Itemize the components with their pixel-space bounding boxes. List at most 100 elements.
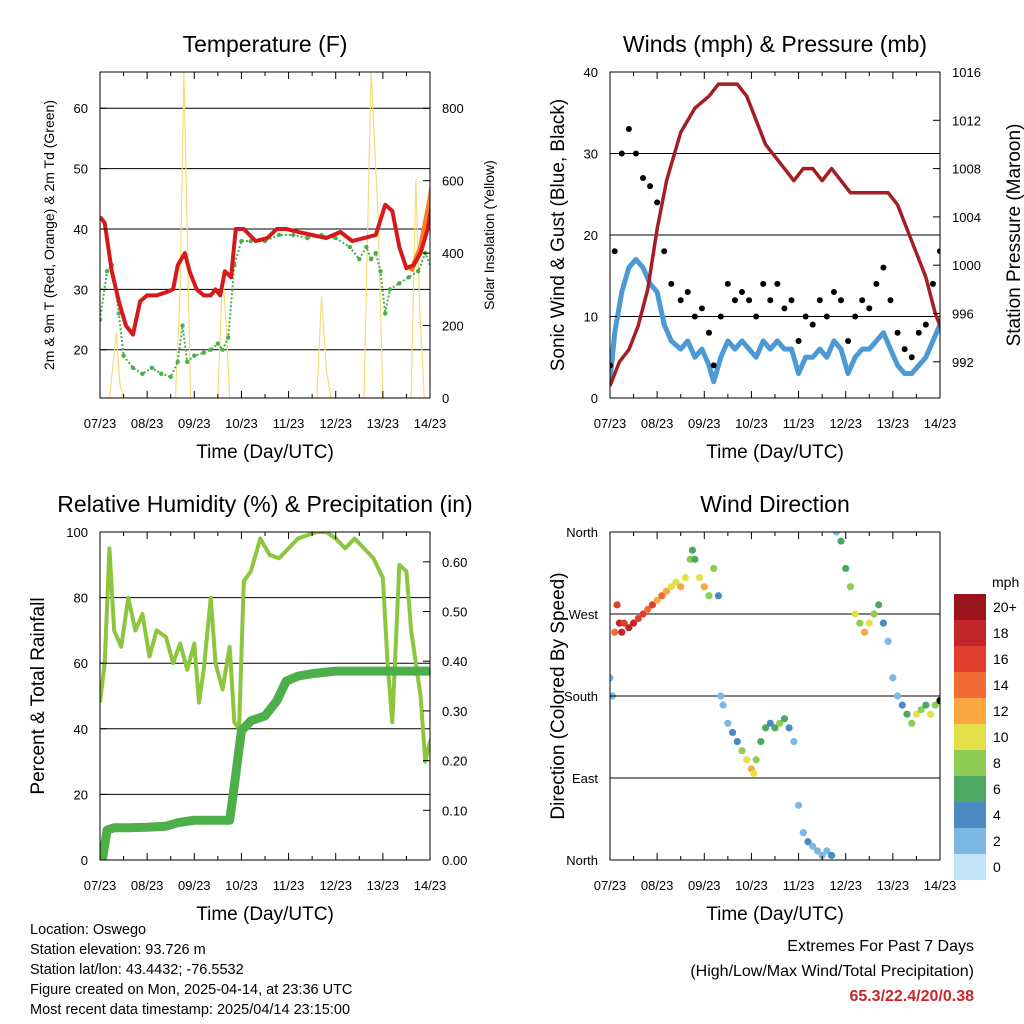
direction-point: [681, 573, 690, 582]
colorbar-swatch: [954, 672, 986, 698]
series-station-pressure: [610, 82, 940, 387]
direction-point: [799, 829, 807, 837]
y2-tick-label: 800: [442, 101, 464, 116]
y2-tick-label: 1012: [952, 113, 981, 128]
series-2m-temp: [100, 202, 430, 337]
colorbar-label: 16: [993, 651, 1009, 667]
colorbar-swatch: [954, 802, 986, 828]
dewpoint-point: [442, 293, 446, 297]
gust-point: [788, 297, 795, 304]
direction-point: [837, 537, 845, 545]
x-tick-label: 11/23: [273, 416, 305, 431]
y-tick-label: 60: [74, 656, 88, 671]
gust-point: [647, 183, 654, 190]
speed-colorbar: mph 20+ 18 16 14 12 10 8 6 4 2 0: [954, 574, 1019, 880]
direction-point: [662, 587, 671, 595]
gust-point: [887, 297, 894, 304]
direction-point: [893, 692, 902, 700]
direction-point: [728, 728, 737, 737]
gust-point: [767, 297, 774, 304]
direction-point: [823, 847, 831, 855]
y2-tick-label: 0.50: [442, 605, 467, 620]
direction-point: [818, 851, 826, 860]
x-tick-label: 14/23: [414, 416, 447, 431]
y2-tick-label: 0.10: [442, 803, 467, 818]
gust-point: [668, 280, 675, 287]
x-tick-label: 11/23: [783, 878, 815, 893]
direction-point: [884, 637, 892, 645]
x-tick-label: 07/23: [594, 416, 627, 431]
colorbar-swatch: [954, 776, 986, 802]
direction-point: [658, 592, 666, 600]
extremes-box: Extremes For Past 7 Days (High/Low/Max W…: [690, 934, 974, 1009]
direction-point: [757, 737, 765, 746]
x-tick-label: 14/23: [924, 416, 957, 431]
gust-point: [908, 354, 915, 361]
x-tick-label: 09/23: [688, 878, 721, 893]
direction-point: [908, 719, 916, 727]
chart-title: Relative Humidity (%) & Precipitation (i…: [57, 491, 472, 517]
series-dewpoint: [100, 233, 430, 379]
direction-point: [629, 619, 638, 627]
x-tick-label: 10/23: [225, 878, 258, 893]
extremes-subtitle: (High/Low/Max Wind/Total Precipitation): [690, 963, 974, 980]
gust-point: [946, 248, 952, 254]
direction-point: [752, 756, 760, 764]
gust-point: [859, 297, 866, 304]
y-tick-label: 40: [74, 222, 88, 237]
y-tick-label: 20: [74, 787, 88, 802]
chart-2: Winds (mph) & Pressure (mb) Time (Day/UTC…: [548, 31, 1024, 463]
chart-4: Wind Direction Time (Day/UTC) Direction (C…: [548, 491, 1019, 925]
y-axis-label: Sonic Wind & Gust (Blue, Black): [548, 99, 569, 371]
colorbar-label: 2: [993, 833, 1001, 849]
gust-point: [724, 280, 731, 287]
gust-point: [632, 150, 639, 157]
direction-point: [738, 747, 746, 755]
x-tick-label: 12/23: [319, 416, 352, 431]
y2-tick-label: 0.60: [442, 555, 467, 570]
series-sonic-wind: [610, 256, 940, 385]
direction-point: [613, 601, 621, 609]
x-tick-label: 09/23: [178, 878, 211, 893]
direction-point: [889, 674, 897, 682]
x-tick-label: 13/23: [367, 416, 400, 431]
colorbar-label: 4: [993, 807, 1001, 823]
y-tick-label: 50: [74, 162, 88, 177]
recent-timestamp: Most recent data timestamp: 2025/04/14 2…: [30, 1002, 351, 1018]
colorbar-swatch: [954, 854, 986, 880]
gust-point: [753, 313, 760, 320]
gust-point: [830, 289, 837, 296]
y2-tick-label: 0.20: [442, 754, 467, 769]
colorbar-label: 20+: [993, 599, 1017, 615]
y-tick-label: 0: [81, 853, 88, 868]
y2-tick-label: 1004: [952, 210, 981, 225]
y2-tick-label: 1008: [952, 162, 981, 177]
direction-point: [688, 546, 697, 554]
gust-point: [691, 313, 698, 320]
gust-point: [706, 329, 712, 336]
y-tick-label: 10: [584, 310, 598, 325]
gust-point: [901, 346, 908, 353]
station-info: Location: Oswego Station elevation: 93.7…: [30, 920, 352, 1020]
direction-point: [804, 838, 812, 846]
gust-point: [774, 280, 781, 287]
x-axis-label: Time (Day/UTC): [706, 904, 844, 925]
gust-point: [809, 321, 816, 328]
dewpoint-point: [239, 238, 244, 244]
direction-point: [860, 628, 869, 636]
gust-point: [781, 305, 788, 312]
direction-point: [903, 710, 911, 718]
y-tick-label: 80: [74, 591, 88, 606]
gust-point: [710, 362, 717, 369]
direction-point: [879, 619, 888, 627]
direction-point: [750, 769, 758, 778]
x-tick-label: 14/23: [924, 878, 957, 893]
plot-area: [610, 532, 940, 860]
y-tick-label: North: [566, 853, 598, 868]
y-axis-label: Direction (Colored By Speed): [548, 572, 569, 819]
x-tick-label: 07/23: [84, 416, 117, 431]
gust-point: [929, 280, 936, 287]
plot-area: [610, 82, 952, 387]
gust-point: [795, 337, 802, 344]
x-tick-label: 12/23: [829, 878, 862, 893]
